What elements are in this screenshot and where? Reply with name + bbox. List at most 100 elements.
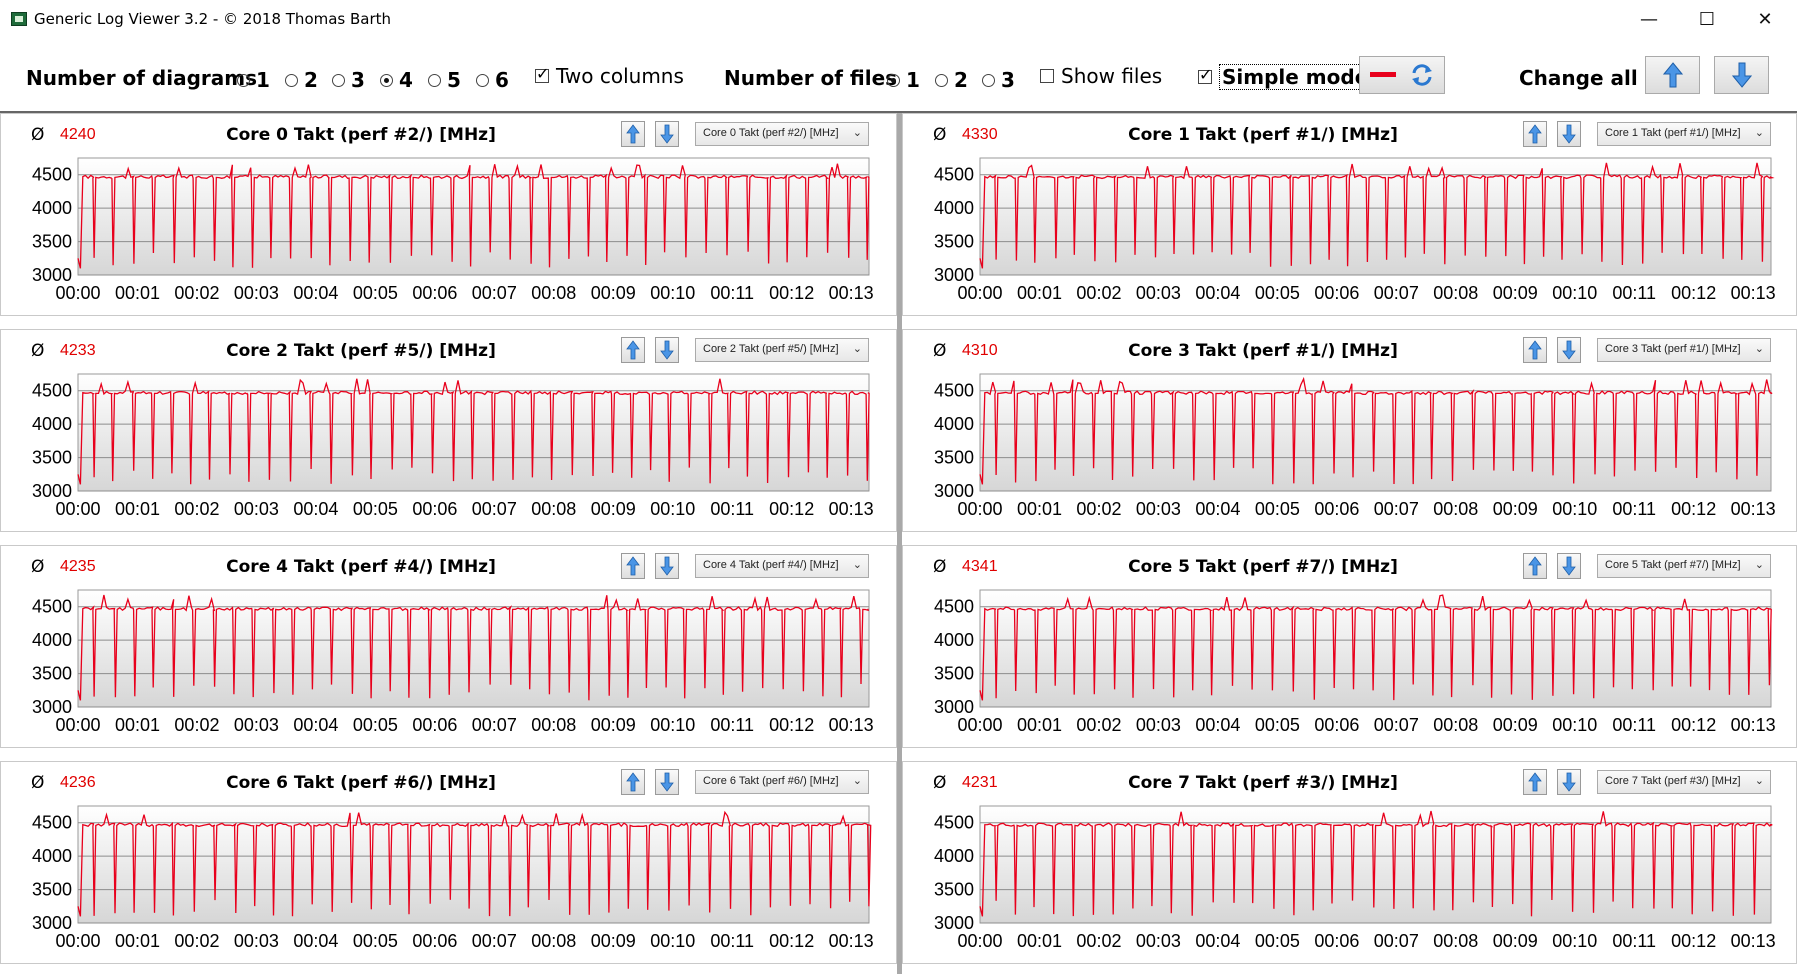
x-tick-label: 00:07 (472, 283, 517, 303)
x-tick-label: 00:05 (1255, 931, 1300, 951)
x-tick-label: 00:04 (293, 931, 338, 951)
red-line-icon (1370, 72, 1396, 77)
series-select[interactable]: Core 0 Takt (perf #2/) [MHz] ⌄ (695, 122, 869, 146)
diagram-panel: Ø 4341 Core 5 Takt (perf #7/) [MHz] Core 5 … (902, 545, 1797, 748)
x-tick-label: 00:03 (1136, 715, 1181, 735)
simple-mode-checkbox[interactable]: Simple mode (1198, 64, 1372, 90)
series-select[interactable]: Core 1 Takt (perf #1/) [MHz] ⌄ (1597, 122, 1771, 146)
x-tick-label: 00:10 (650, 715, 695, 735)
diagrams-radio-4[interactable]: 4 (380, 68, 413, 92)
y-tick-label: 4500 (32, 381, 72, 401)
arrow-down-icon (660, 124, 674, 144)
move-down-button[interactable] (655, 121, 679, 147)
x-tick-label: 00:05 (353, 499, 398, 519)
minimize-button[interactable]: — (1640, 9, 1658, 30)
move-up-button[interactable] (621, 337, 645, 363)
x-tick-label: 00:12 (769, 499, 814, 519)
y-tick-label: 4000 (934, 630, 974, 650)
move-up-button[interactable] (1523, 337, 1547, 363)
diagrams-radio-1[interactable]: 1 (237, 68, 270, 92)
diagram-panel: Ø 4235 Core 4 Takt (perf #4/) [MHz] Core 4 … (0, 545, 897, 748)
diagram-panel: Ø 4240 Core 0 Takt (perf #2/) [MHz] Core 0 … (0, 113, 897, 316)
move-down-button[interactable] (1557, 553, 1581, 579)
series-select[interactable]: Core 4 Takt (perf #4/) [MHz] ⌄ (695, 554, 869, 578)
move-up-button[interactable] (1523, 121, 1547, 147)
move-up-button[interactable] (621, 769, 645, 795)
files-radio-1[interactable]: 1 (887, 68, 920, 92)
y-tick-label: 3500 (32, 232, 72, 252)
x-tick-label: 00:01 (1017, 715, 1062, 735)
move-down-button[interactable] (655, 769, 679, 795)
x-tick-label: 00:11 (710, 499, 754, 519)
series-line (979, 162, 1775, 269)
diagram-title: Core 3 Takt (perf #1/) [MHz] (1128, 341, 1398, 361)
change-all-down-button[interactable] (1714, 56, 1769, 94)
series-line (979, 594, 1772, 701)
series-select[interactable]: Core 7 Takt (perf #3/) [MHz] ⌄ (1597, 770, 1771, 794)
x-tick-label: 00:02 (174, 931, 219, 951)
x-tick-label: 00:10 (650, 499, 695, 519)
move-up-button[interactable] (621, 553, 645, 579)
chevron-down-icon: ⌄ (1754, 127, 1764, 139)
change-all-up-button[interactable] (1645, 56, 1700, 94)
close-button[interactable]: ✕ (1757, 9, 1773, 30)
x-tick-label: 00:08 (1433, 283, 1478, 303)
move-up-button[interactable] (1523, 769, 1547, 795)
x-tick-label: 00:08 (1433, 931, 1478, 951)
x-tick-label: 00:11 (1612, 931, 1656, 951)
move-down-button[interactable] (655, 553, 679, 579)
series-select[interactable]: Core 6 Takt (perf #6/) [MHz] ⌄ (695, 770, 869, 794)
x-tick-label: 00:06 (1314, 931, 1359, 951)
move-down-button[interactable] (1557, 769, 1581, 795)
average-value: 4310 (962, 342, 998, 359)
x-tick-label: 00:06 (412, 499, 457, 519)
chevron-down-icon: ⌄ (852, 559, 862, 571)
move-down-button[interactable] (1557, 337, 1581, 363)
move-up-button[interactable] (621, 121, 645, 147)
diagrams-radio-6[interactable]: 6 (476, 68, 509, 92)
diagrams-radio-2[interactable]: 2 (285, 68, 318, 92)
show-files-checkbox[interactable]: Show files (1040, 64, 1162, 88)
series-line (77, 378, 870, 485)
number-of-diagrams-label: Number of diagrams (26, 66, 258, 90)
x-tick-label: 00:12 (1671, 283, 1716, 303)
x-tick-label: 00:02 (1076, 931, 1121, 951)
x-tick-label: 00:09 (591, 283, 636, 303)
y-tick-label: 3000 (934, 481, 974, 501)
move-up-button[interactable] (1523, 553, 1547, 579)
diagrams-radio-3[interactable]: 3 (332, 68, 365, 92)
x-tick-label: 00:00 (55, 499, 100, 519)
x-tick-label: 00:08 (1433, 499, 1478, 519)
x-tick-label: 00:01 (1017, 931, 1062, 951)
arrow-up-icon (1528, 340, 1542, 360)
x-tick-label: 00:02 (174, 499, 219, 519)
move-down-button[interactable] (655, 337, 679, 363)
two-columns-checkbox[interactable]: Two columns (535, 64, 684, 88)
x-tick-label: 00:04 (293, 283, 338, 303)
x-tick-label: 00:07 (1374, 499, 1419, 519)
x-tick-label: 00:11 (1612, 499, 1656, 519)
x-tick-label: 00:03 (1136, 283, 1181, 303)
y-tick-label: 4000 (32, 198, 72, 218)
x-tick-label: 00:00 (55, 715, 100, 735)
files-radio-2[interactable]: 2 (935, 68, 968, 92)
x-tick-label: 00:04 (1195, 499, 1240, 519)
line-style-button[interactable] (1359, 56, 1445, 94)
files-radio-3[interactable]: 3 (982, 68, 1015, 92)
series-select[interactable]: Core 5 Takt (perf #7/) [MHz] ⌄ (1597, 554, 1771, 578)
chevron-down-icon: ⌄ (852, 775, 862, 787)
x-tick-label: 00:08 (531, 499, 576, 519)
diagrams-radio-5[interactable]: 5 (428, 68, 461, 92)
x-tick-label: 00:13 (829, 499, 874, 519)
move-down-button[interactable] (1557, 121, 1581, 147)
x-tick-label: 00:07 (472, 499, 517, 519)
maximize-button[interactable]: ☐ (1698, 9, 1716, 30)
series-select[interactable]: Core 3 Takt (perf #1/) [MHz] ⌄ (1597, 338, 1771, 362)
average-value: 4341 (962, 558, 998, 575)
app-icon (11, 12, 27, 26)
x-tick-label: 00:12 (769, 715, 814, 735)
series-select[interactable]: Core 2 Takt (perf #5/) [MHz] ⌄ (695, 338, 869, 362)
